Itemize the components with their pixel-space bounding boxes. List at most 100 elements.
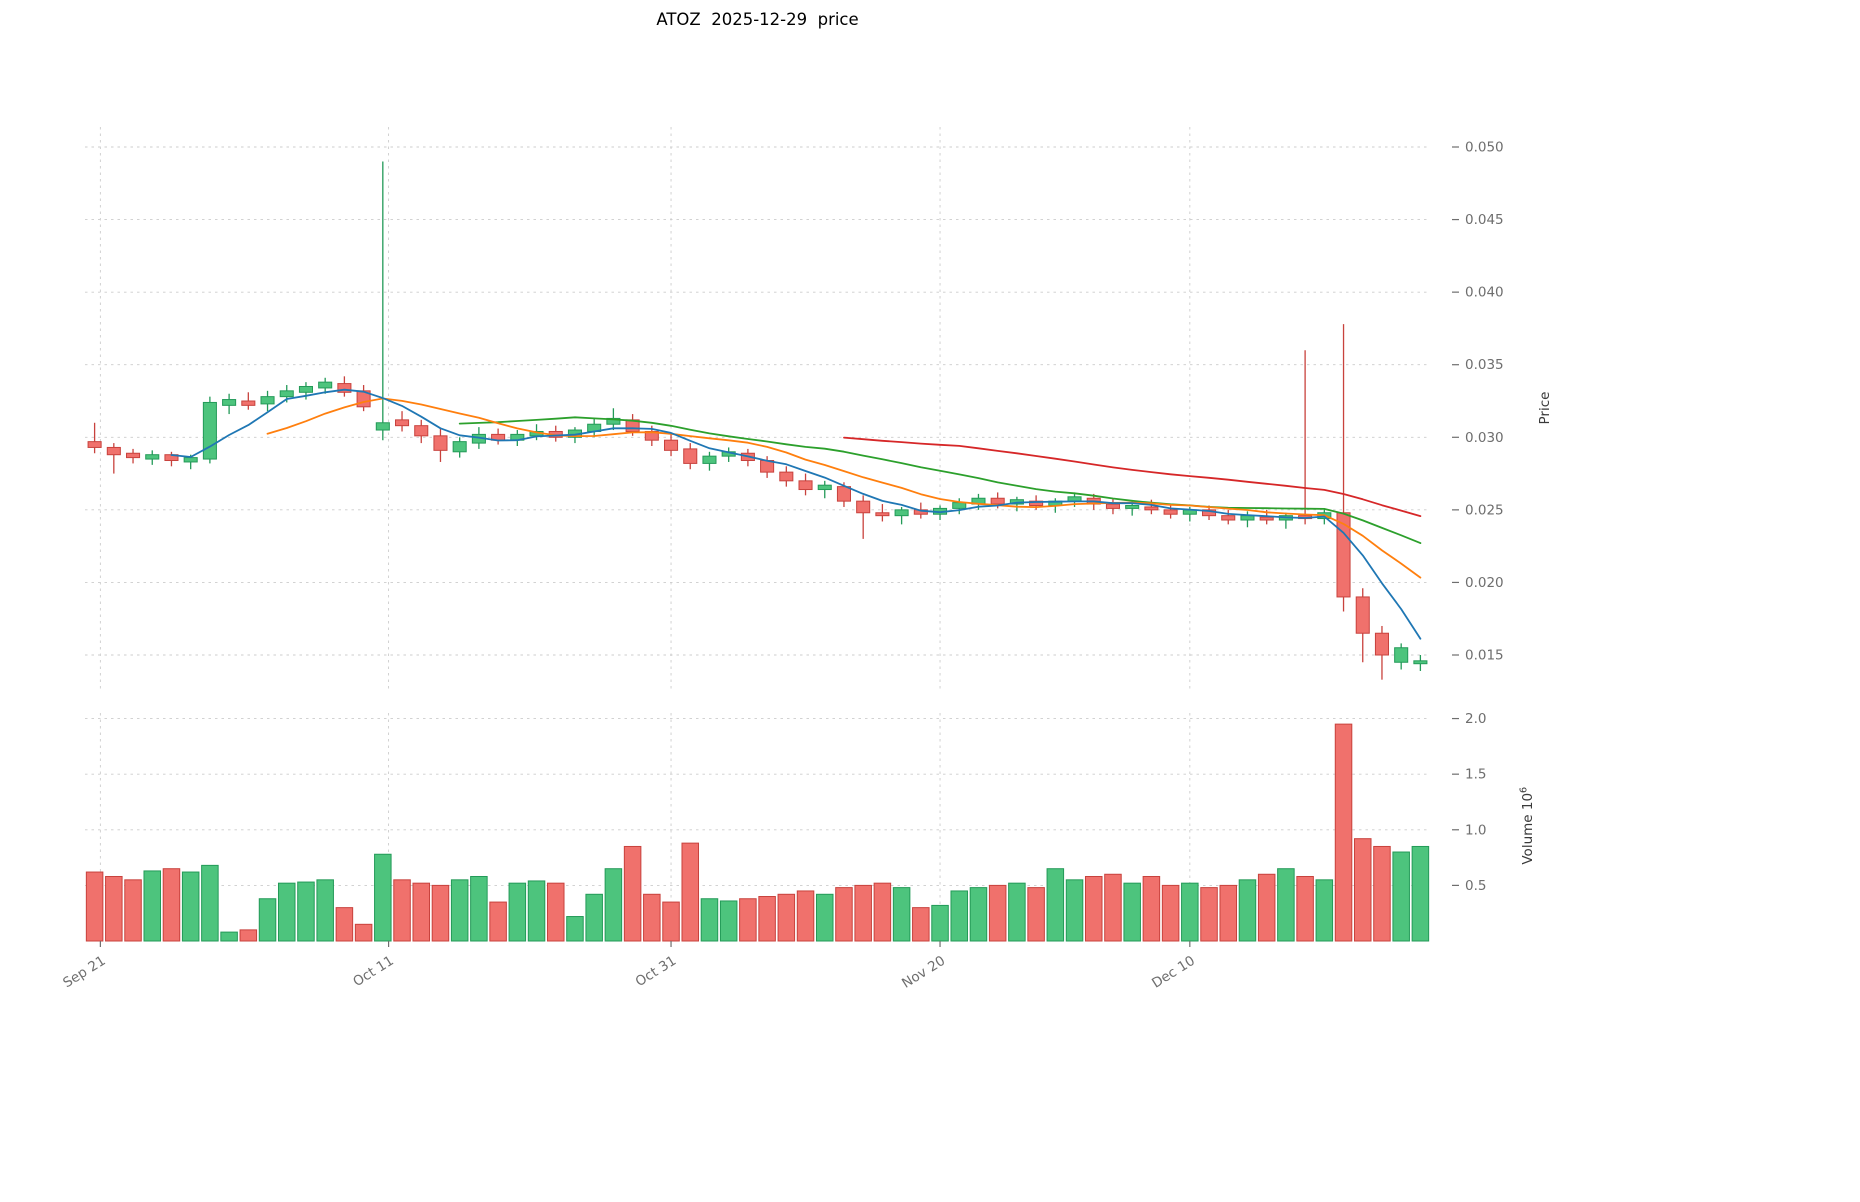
volume-bar — [508, 882, 527, 942]
candle-body — [1240, 515, 1255, 521]
candle-body — [241, 400, 256, 406]
candle-body — [894, 509, 909, 517]
candle-body — [433, 435, 448, 451]
volume-tick-label: 0.5 — [1465, 878, 1486, 894]
candle-body — [606, 417, 621, 425]
volume-bar — [1257, 873, 1276, 942]
price-tick-label: 0.030 — [1465, 430, 1504, 446]
volume-bar — [1392, 851, 1410, 942]
axis-ticks-layer: 0.015 0.020 0.025 0.030 0.035 0.040 0.045 0.050… — [60, 140, 1503, 992]
candle-body — [337, 383, 352, 393]
volume-bar — [162, 868, 181, 942]
candle-body — [452, 441, 467, 453]
volume-bar — [585, 893, 603, 942]
price-tick-label: 0.035 — [1465, 357, 1504, 373]
candle-body — [798, 480, 813, 491]
volume-bar — [796, 890, 815, 942]
candle-body — [990, 497, 1005, 505]
ma-lines-layer — [170, 388, 1422, 640]
volume-bar — [931, 904, 949, 942]
volume-bar — [105, 875, 123, 942]
volume-bar — [124, 879, 142, 942]
volume-bar — [431, 884, 450, 942]
candle-body — [106, 446, 121, 456]
price-tick-label: 0.050 — [1465, 140, 1504, 156]
price-tick-label: 0.025 — [1465, 502, 1504, 518]
price-tick-label: 0.020 — [1465, 575, 1504, 591]
candle-body — [87, 441, 102, 448]
price-tick-label: 0.040 — [1465, 285, 1504, 301]
volume-bar — [354, 923, 373, 942]
volume-bar — [739, 898, 757, 942]
candles-layer — [87, 161, 1428, 680]
overlay-line-sma-5 — [170, 388, 1422, 640]
candle-body — [202, 401, 217, 460]
volume-bar — [277, 882, 296, 942]
price-tick-label: 0.045 — [1465, 212, 1504, 228]
volume-bar — [1161, 884, 1180, 942]
candle-body — [1413, 660, 1428, 665]
candle-body — [683, 448, 698, 464]
volume-bar — [1084, 875, 1103, 942]
volume-bar — [1200, 887, 1218, 942]
volume-bar — [239, 929, 258, 942]
candle-body — [875, 512, 890, 517]
candle-body — [183, 457, 198, 463]
chart-title: ATOZ 2025-12-29 price — [656, 10, 859, 29]
price-axis-label-text: Price — [1537, 391, 1553, 425]
volume-bar — [643, 893, 661, 942]
x-tick-label: Oct 31 — [633, 953, 679, 990]
volume-bar — [1123, 882, 1141, 942]
volume-bar — [1373, 845, 1391, 942]
volume-axis-label-text: Volume 10 — [1519, 792, 1536, 865]
candle-body — [279, 390, 294, 398]
candle-body — [664, 439, 679, 451]
candle-body — [145, 454, 160, 460]
candle-body — [779, 471, 794, 482]
volume-bar — [892, 887, 911, 942]
volume-bar — [1008, 882, 1026, 942]
volume-bar — [835, 887, 853, 942]
volume-bar — [777, 893, 796, 942]
volume-bar — [1027, 887, 1045, 942]
volume-bar — [854, 884, 872, 942]
volume-bar — [700, 898, 719, 942]
volume-bar — [450, 879, 469, 942]
overlay-line-sma-10 — [266, 397, 1422, 579]
candle-body — [836, 486, 851, 502]
volume-bar — [297, 881, 315, 942]
candle-body — [1105, 503, 1120, 509]
volume-bar — [1315, 879, 1334, 942]
volume-layer — [85, 723, 1430, 942]
volume-bar — [1277, 868, 1295, 942]
candle-body — [1163, 509, 1178, 515]
volume-axis-label: Volume 106 — [1518, 696, 1536, 956]
volume-bar — [374, 853, 392, 942]
volume-axis-exponent: 6 — [1518, 786, 1530, 793]
volume-bar — [1353, 838, 1372, 942]
volume-bar — [1181, 882, 1199, 942]
volume-bar — [681, 842, 700, 942]
candle-body — [1374, 632, 1389, 656]
x-tick-label: Sep 21 — [60, 953, 108, 991]
volume-bar — [489, 901, 507, 942]
volume-bar — [335, 907, 354, 942]
volume-bar — [815, 893, 834, 942]
x-tick-label: Oct 11 — [350, 953, 396, 990]
volume-bar — [201, 864, 219, 942]
candle-body — [817, 484, 832, 491]
volume-bar — [988, 884, 1007, 942]
volume-bar — [258, 898, 277, 942]
volume-tick-label: 2.0 — [1465, 711, 1486, 727]
candle-body — [260, 396, 275, 405]
volume-bar — [623, 845, 642, 942]
candle-body — [1394, 647, 1409, 663]
candle-body — [702, 455, 717, 464]
candle-body — [1067, 496, 1082, 502]
candle-body — [856, 500, 871, 514]
candle-body — [1144, 506, 1159, 511]
candle-body — [375, 422, 390, 431]
overlay-line-sma-40 — [843, 436, 1422, 517]
